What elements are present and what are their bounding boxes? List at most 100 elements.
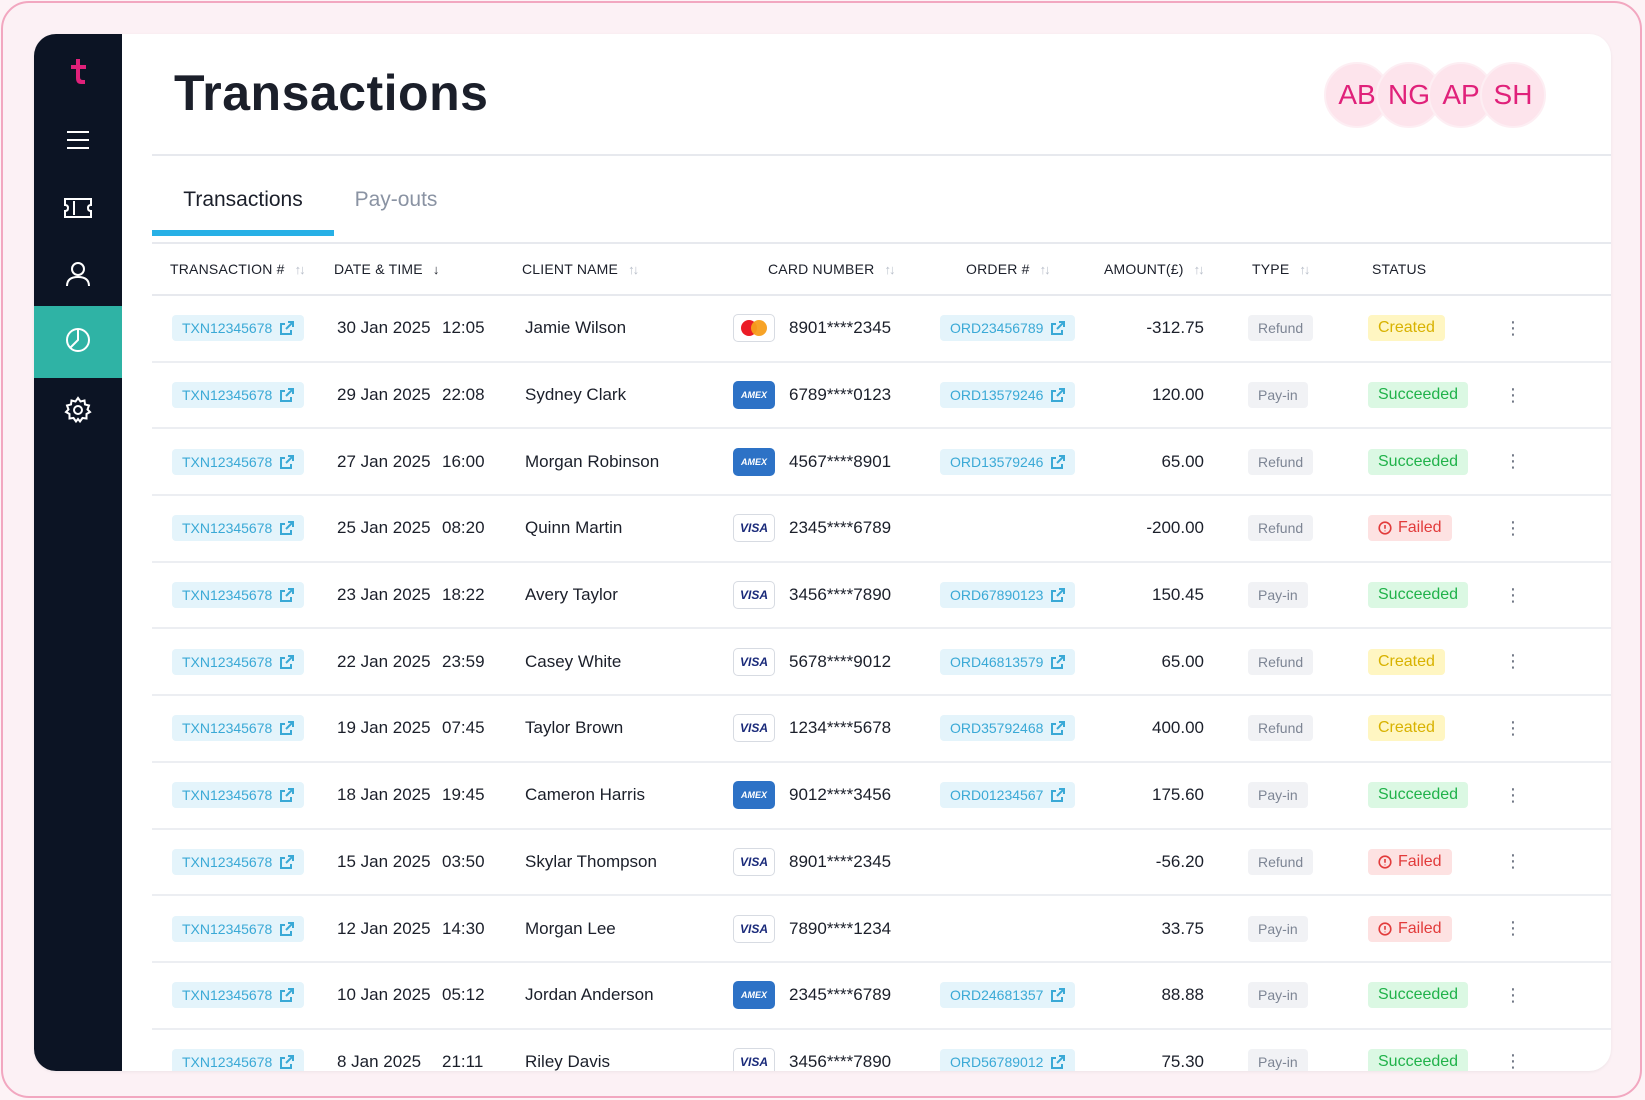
- table-row[interactable]: TXN12345678 25 Jan 2025 08:20 Quinn Mart…: [152, 496, 1611, 563]
- order-link[interactable]: ORD01234567: [940, 782, 1076, 809]
- column-header-amount[interactable]: AMOUNT(£) ↑↓: [1104, 244, 1205, 294]
- table-row[interactable]: TXN12345678 15 Jan 2025 03:50 Skylar Tho…: [152, 830, 1611, 897]
- order-link[interactable]: ORD46813579: [940, 648, 1076, 675]
- row-actions[interactable]: ⋮: [1504, 496, 1522, 561]
- order-link[interactable]: ORD23456789: [940, 315, 1076, 342]
- tab-transactions[interactable]: Transactions: [152, 156, 334, 244]
- status-label: Created: [1378, 652, 1435, 670]
- more-options-icon[interactable]: ⋮: [1504, 451, 1522, 472]
- table-row[interactable]: TXN12345678 12 Jan 2025 14:30 Morgan Lee…: [152, 896, 1611, 963]
- order-link[interactable]: ORD13579246: [940, 448, 1076, 475]
- more-options-icon[interactable]: ⋮: [1504, 384, 1522, 405]
- table-row[interactable]: TXN12345678 27 Jan 2025 16:00 Morgan Rob…: [152, 429, 1611, 497]
- row-actions[interactable]: ⋮: [1504, 696, 1522, 761]
- order-id: ORD01234567: [950, 787, 1044, 804]
- transaction-link[interactable]: TXN12345678: [172, 848, 305, 875]
- table-row[interactable]: TXN12345678 30 Jan 2025 12:05 Jamie Wils…: [152, 296, 1611, 363]
- transaction-link[interactable]: TXN12345678: [172, 515, 305, 542]
- transaction-link[interactable]: TXN12345678: [172, 915, 305, 942]
- transaction-link[interactable]: TXN12345678: [172, 382, 305, 409]
- transaction-link[interactable]: TXN12345678: [172, 582, 305, 609]
- amount-cell: 65.00: [1161, 451, 1204, 471]
- transaction-link[interactable]: TXN12345678: [172, 1048, 305, 1071]
- sort-icon[interactable]: ↑↓: [628, 261, 639, 277]
- type-cell: Refund: [1248, 629, 1314, 694]
- transaction-link[interactable]: TXN12345678: [172, 715, 305, 742]
- row-actions[interactable]: ⋮: [1504, 296, 1522, 361]
- sidebar-item-tickets[interactable]: [34, 174, 122, 246]
- more-options-icon[interactable]: ⋮: [1504, 717, 1522, 738]
- row-actions[interactable]: ⋮: [1504, 429, 1522, 494]
- row-actions[interactable]: ⋮: [1504, 563, 1522, 628]
- row-actions[interactable]: ⋮: [1504, 963, 1522, 1028]
- more-options-icon[interactable]: ⋮: [1504, 317, 1522, 338]
- transaction-link[interactable]: TXN12345678: [172, 782, 305, 809]
- card-cell: AMEX 2345****6789: [733, 963, 891, 1028]
- avatar[interactable]: SH: [1480, 62, 1546, 128]
- order-cell: ORD24681357: [940, 963, 1076, 1028]
- table-row[interactable]: TXN12345678 23 Jan 2025 18:22 Avery Tayl…: [152, 563, 1611, 630]
- more-options-icon[interactable]: ⋮: [1504, 851, 1522, 872]
- column-header-date[interactable]: DATE & TIME ↓: [334, 244, 439, 294]
- row-actions[interactable]: ⋮: [1504, 363, 1522, 428]
- order-link[interactable]: ORD67890123: [940, 582, 1076, 609]
- status-badge: Succeeded: [1368, 982, 1469, 1009]
- order-link[interactable]: ORD56789012: [940, 1048, 1076, 1071]
- transaction-link[interactable]: TXN12345678: [172, 315, 305, 342]
- more-options-icon[interactable]: ⋮: [1504, 918, 1522, 939]
- transaction-link[interactable]: TXN12345678: [172, 982, 305, 1009]
- sidebar-item-users[interactable]: [34, 240, 122, 312]
- more-options-icon[interactable]: ⋮: [1504, 984, 1522, 1005]
- table-row[interactable]: TXN12345678 22 Jan 2025 23:59 Casey Whit…: [152, 629, 1611, 697]
- card-number: 7890****1234: [789, 918, 892, 938]
- sidebar-item-reports[interactable]: [34, 306, 122, 378]
- table-row[interactable]: TXN12345678 29 Jan 2025 22:08 Sydney Cla…: [152, 363, 1611, 430]
- sort-down-icon[interactable]: ↓: [432, 261, 439, 277]
- more-options-icon[interactable]: ⋮: [1504, 651, 1522, 672]
- column-header-client[interactable]: CLIENT NAME ↑↓: [522, 244, 639, 294]
- sort-icon[interactable]: ↑↓: [1193, 261, 1205, 277]
- more-options-icon[interactable]: ⋮: [1504, 784, 1522, 805]
- row-actions[interactable]: ⋮: [1504, 830, 1522, 895]
- client-name-cell: Jordan Anderson: [525, 985, 654, 1005]
- sidebar-item-settings[interactable]: [34, 376, 122, 448]
- more-options-icon[interactable]: ⋮: [1504, 584, 1522, 605]
- tab-pay-outs[interactable]: Pay-outs: [354, 188, 438, 211]
- visa-icon: VISA: [733, 1047, 775, 1071]
- brand-logo[interactable]: [34, 52, 122, 92]
- column-header-transaction[interactable]: TRANSACTION # ↑↓: [170, 244, 306, 294]
- column-header-type[interactable]: TYPE ↑↓: [1252, 244, 1310, 294]
- table-row[interactable]: TXN12345678 18 Jan 2025 19:45 Cameron Ha…: [152, 763, 1611, 830]
- row-actions[interactable]: ⋮: [1504, 896, 1522, 961]
- info-icon: [1378, 855, 1392, 869]
- transaction-link[interactable]: TXN12345678: [172, 648, 305, 675]
- time-cell: 05:12: [442, 985, 485, 1005]
- order-link[interactable]: ORD24681357: [940, 982, 1076, 1009]
- mastercard-icon: [733, 314, 775, 343]
- more-options-icon[interactable]: ⋮: [1504, 1051, 1522, 1071]
- row-actions[interactable]: ⋮: [1504, 763, 1522, 828]
- sidebar-item-menu[interactable]: [34, 106, 122, 178]
- table-row[interactable]: TXN12345678 19 Jan 2025 07:45 Taylor Bro…: [152, 696, 1611, 763]
- sort-icon[interactable]: ↑↓: [294, 261, 306, 277]
- column-header-card[interactable]: CARD NUMBER ↑↓: [768, 244, 895, 294]
- sidebar: [34, 34, 122, 1071]
- sort-icon[interactable]: ↑↓: [1299, 261, 1310, 277]
- card-cell: VISA 2345****6789: [733, 496, 891, 561]
- sort-icon[interactable]: ↑↓: [1039, 261, 1051, 277]
- card-number: 4567****8901: [789, 451, 892, 471]
- table-row[interactable]: TXN12345678 8 Jan 2025 21:11 Riley Davis…: [152, 1030, 1611, 1071]
- status-label: Failed: [1398, 919, 1442, 937]
- column-header-order[interactable]: ORDER # ↑↓: [966, 244, 1051, 294]
- row-actions[interactable]: ⋮: [1504, 1030, 1522, 1071]
- more-options-icon[interactable]: ⋮: [1504, 517, 1522, 538]
- sort-icon[interactable]: ↑↓: [884, 261, 895, 277]
- order-link[interactable]: ORD35792468: [940, 715, 1076, 742]
- transaction-link[interactable]: TXN12345678: [172, 448, 305, 475]
- row-actions[interactable]: ⋮: [1504, 629, 1522, 694]
- time-cell: 07:45: [442, 718, 485, 738]
- avatar[interactable]: AB: [1324, 62, 1390, 128]
- order-link[interactable]: ORD13579246: [940, 382, 1076, 409]
- table-row[interactable]: TXN12345678 10 Jan 2025 05:12 Jordan And…: [152, 963, 1611, 1030]
- time-cell: 19:45: [442, 785, 485, 805]
